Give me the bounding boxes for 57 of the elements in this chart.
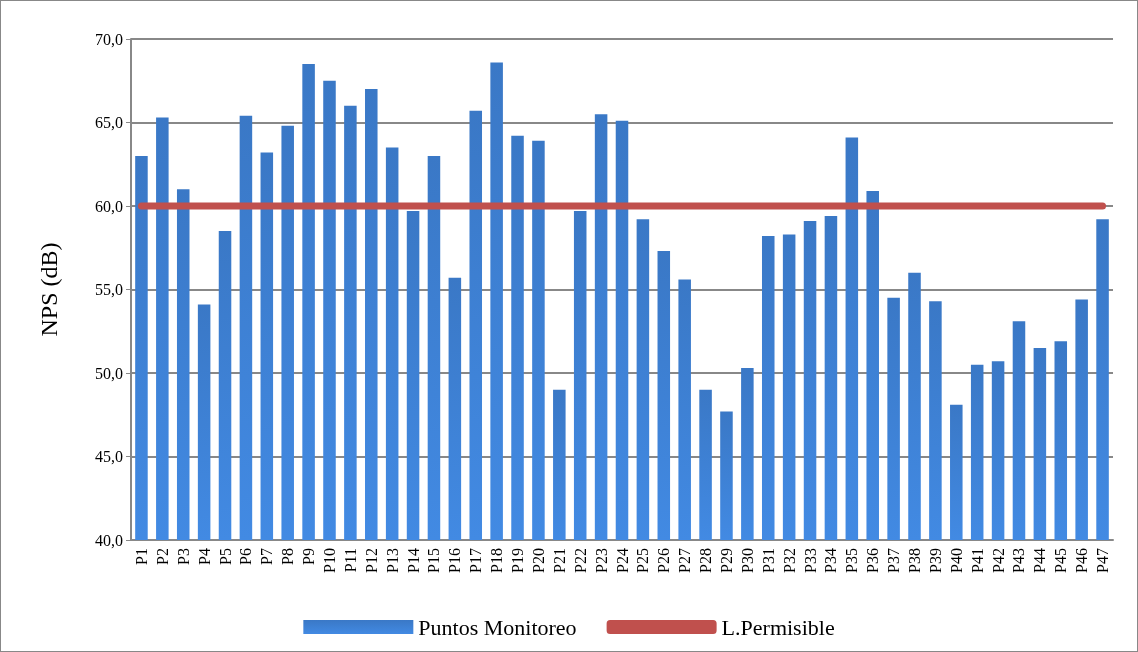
x-tick-label: P38 [906, 548, 924, 573]
x-tick-label: P9 [300, 548, 318, 565]
x-tick-label: P18 [488, 548, 506, 573]
y-tick-label: 55,0 [95, 281, 123, 298]
x-tick-label: P21 [550, 548, 568, 573]
x-tick-label: P24 [613, 548, 631, 573]
x-tick-label: P31 [759, 548, 777, 573]
x-tick-label: P23 [592, 548, 610, 573]
x-tick-label: P26 [655, 548, 673, 573]
y-axis-title: NPS (dB) [36, 242, 62, 337]
x-tick-label: P13 [383, 548, 401, 573]
x-tick-label: P28 [697, 548, 715, 573]
x-tick-label: P12 [362, 548, 380, 573]
x-tick-label: P2 [153, 548, 171, 565]
x-tick-label: P43 [1010, 548, 1028, 573]
x-tick-label: P44 [1031, 548, 1049, 573]
x-tick-label: P19 [509, 548, 527, 573]
y-tick-label: 40,0 [95, 531, 123, 549]
y-tick-label: 50,0 [95, 364, 123, 382]
x-tick-label: P14 [404, 548, 422, 573]
x-tick-label: P10 [320, 548, 338, 573]
x-tick-label: P45 [1052, 548, 1070, 573]
x-tick-label: P32 [780, 548, 798, 573]
x-tick-label: P39 [926, 548, 944, 573]
x-tick-label: P5 [216, 548, 234, 565]
x-tick-label: P6 [237, 548, 255, 565]
x-tick-label: P30 [738, 548, 756, 573]
x-tick-label: P40 [947, 548, 965, 573]
x-tick-label: P4 [195, 548, 213, 565]
x-tick-label: P33 [801, 548, 819, 573]
legend-label: L.Permisible [721, 614, 835, 640]
x-tick-label: P42 [989, 548, 1007, 573]
x-tick-label: P25 [634, 548, 652, 573]
x-tick-label: P17 [467, 548, 485, 573]
x-tick-label: P37 [885, 548, 903, 573]
x-tick-label: P20 [529, 548, 547, 573]
y-tick-label: 65,0 [95, 114, 123, 131]
x-tick-label: P7 [258, 548, 276, 565]
x-tick-label: P27 [676, 548, 694, 573]
legend-label: Puntos Monitoreo [418, 614, 577, 640]
x-tick-label: P11 [341, 548, 359, 573]
x-tick-label: P15 [425, 548, 443, 573]
x-tick-label: P8 [279, 548, 297, 565]
y-tick-label: 60,0 [95, 197, 123, 215]
x-tick-label: P34 [822, 548, 840, 573]
x-tick-label: P22 [571, 548, 589, 573]
x-tick-label: P36 [864, 548, 882, 573]
x-tick-label: P3 [174, 548, 192, 565]
x-tick-label: P29 [717, 548, 735, 573]
x-tick-label: P1 [132, 548, 150, 565]
y-tick-label: 70,0 [95, 30, 123, 48]
y-tick-label: 45,0 [95, 448, 123, 465]
x-tick-label: P35 [843, 548, 861, 573]
x-tick-label: P16 [446, 548, 464, 573]
x-tick-label: P41 [968, 548, 986, 573]
x-tick-label: P46 [1073, 548, 1091, 573]
x-tick-label: P47 [1094, 548, 1112, 573]
